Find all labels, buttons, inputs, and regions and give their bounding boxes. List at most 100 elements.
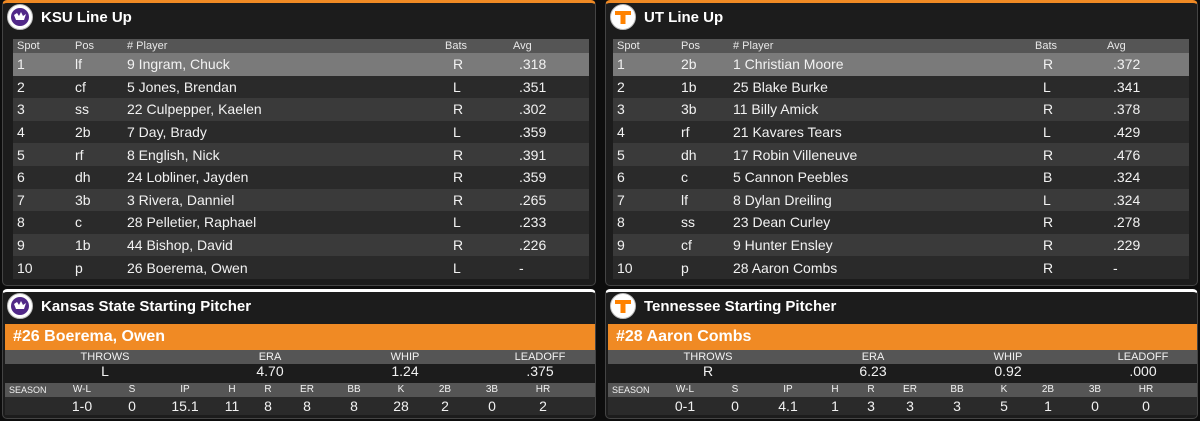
cell-player: 26 Boerema, Owen xyxy=(123,256,441,279)
cell-player: 7 Day, Brady xyxy=(123,120,441,144)
ut-season-headers: SEASON W-L S IP H R ER BB K 2B 3B HR xyxy=(608,383,1197,397)
cell-avg: .233 xyxy=(509,211,589,234)
season-value-9: 2 xyxy=(441,398,449,414)
cell-player: 5 Cannon Peebles xyxy=(729,165,1031,189)
cell-bats: R xyxy=(1031,233,1103,257)
table-row: 3 3b 11 Billy Amick R .378 xyxy=(613,98,1189,121)
cell-player: 25 Blake Burke xyxy=(729,75,1031,99)
cell-spot: 6 xyxy=(613,165,677,189)
wildcat-logo-icon xyxy=(7,293,33,319)
season-value-10: 0 xyxy=(1091,398,1099,414)
cell-spot: 7 xyxy=(13,188,71,212)
cell-bats: L xyxy=(441,211,509,234)
cell-avg: - xyxy=(509,256,589,279)
throws-value: L xyxy=(101,363,109,379)
whip-value: 1.24 xyxy=(391,363,419,379)
cell-avg: .226 xyxy=(509,233,589,257)
season-header-6: ER xyxy=(300,384,314,395)
cell-spot: 5 xyxy=(13,143,71,166)
season-value-6: 3 xyxy=(906,398,914,414)
cell-spot: 4 xyxy=(613,120,677,144)
col-player-header: # Player xyxy=(729,39,1031,53)
cell-pos: 1b xyxy=(677,75,729,99)
cell-player: 1 Christian Moore xyxy=(729,53,1031,76)
cell-avg: .341 xyxy=(1103,75,1189,99)
season-header-3: IP xyxy=(783,384,793,395)
cell-bats: R xyxy=(441,143,509,166)
cell-pos: 2b xyxy=(71,120,123,144)
cell-pos: cf xyxy=(71,75,123,99)
season-header-0: SEASON xyxy=(9,385,47,395)
cell-player: 28 Pelletier, Raphael xyxy=(123,211,441,234)
cell-player: 23 Dean Curley xyxy=(729,211,1031,234)
season-value-8: 28 xyxy=(393,398,409,414)
cell-pos: dh xyxy=(71,165,123,189)
cell-bats: R xyxy=(441,98,509,121)
season-header-11: HR xyxy=(1138,384,1154,395)
cell-pos: p xyxy=(677,256,729,279)
whip-header: WHIP xyxy=(993,351,1023,363)
season-value-1: 1-0 xyxy=(71,398,93,414)
cell-avg: .324 xyxy=(1103,165,1189,189)
ksu-lineup-panel: KSU Line Up Spot Pos # Player Bats Avg 1… xyxy=(2,0,596,286)
season-header-10: 3B xyxy=(1088,384,1102,395)
table-row: 5 dh 17 Robin Villeneuve R .476 xyxy=(613,143,1189,166)
season-value-3: 4.1 xyxy=(778,398,798,414)
cell-player: 17 Robin Villeneuve xyxy=(729,143,1031,166)
season-header-5: R xyxy=(867,384,875,395)
table-row: 9 1b 44 Bishop, David R .226 xyxy=(13,233,589,257)
col-bats-header: Bats xyxy=(1031,39,1103,53)
cell-spot: 10 xyxy=(13,256,71,279)
ksu-pitcher-header: Kansas State Starting Pitcher xyxy=(3,292,595,320)
cell-avg: .359 xyxy=(509,120,589,144)
cell-spot: 9 xyxy=(613,233,677,257)
col-pos-header: Pos xyxy=(677,39,729,53)
ut-lineup-header: UT Line Up xyxy=(606,3,1197,31)
cell-player: 21 Kavares Tears xyxy=(729,120,1031,144)
cell-pos: lf xyxy=(677,188,729,212)
cell-avg: .302 xyxy=(509,98,589,121)
table-row: 6 dh 24 Lobliner, Jayden R .359 xyxy=(13,165,589,189)
season-value-10: 0 xyxy=(488,398,496,414)
season-value-7: 3 xyxy=(953,398,961,414)
cell-spot: 5 xyxy=(613,143,677,166)
cell-spot: 2 xyxy=(613,75,677,99)
power-t-logo-icon xyxy=(610,293,636,319)
season-header-10: 3B xyxy=(485,384,499,395)
season-value-7: 8 xyxy=(350,398,358,414)
ksu-season-headers: SEASON W-L S IP H R ER BB K 2B 3B HR xyxy=(5,383,595,397)
cell-spot: 8 xyxy=(13,211,71,234)
ut-pitcher-panel: Tennessee Starting Pitcher #28 Aaron Com… xyxy=(605,289,1198,419)
cell-pos: c xyxy=(677,165,729,189)
season-value-11: 0 xyxy=(1142,398,1150,414)
ksu-season-values: 1-0 0 15.1 11 8 8 8 28 2 0 2 xyxy=(5,397,595,415)
table-row: 8 ss 23 Dean Curley R .278 xyxy=(613,211,1189,234)
cell-pos: 3b xyxy=(677,98,729,121)
cell-player: 9 Hunter Ensley xyxy=(729,233,1031,257)
season-header-5: R xyxy=(264,384,272,395)
season-value-0 xyxy=(5,397,57,415)
col-player-header: # Player xyxy=(123,39,441,53)
season-header-3: IP xyxy=(180,384,190,395)
season-value-2: 0 xyxy=(731,398,739,414)
cell-avg: .324 xyxy=(1103,188,1189,212)
era-header: ERA xyxy=(258,351,282,363)
cell-avg: .476 xyxy=(1103,143,1189,166)
season-header-8: K xyxy=(397,384,405,395)
season-header-11: HR xyxy=(535,384,551,395)
cell-avg: .229 xyxy=(1103,233,1189,257)
table-row: 10 p 28 Aaron Combs R - xyxy=(613,256,1189,279)
table-row: 10 p 26 Boerema, Owen L - xyxy=(13,256,589,279)
whip-header: WHIP xyxy=(390,351,420,363)
table-row: 4 2b 7 Day, Brady L .359 xyxy=(13,120,589,144)
season-value-2: 0 xyxy=(128,398,136,414)
table-row: 1 lf 9 Ingram, Chuck R .318 xyxy=(13,53,589,76)
cell-spot: 7 xyxy=(613,188,677,212)
throws-header: THROWS xyxy=(80,351,130,363)
cell-bats: L xyxy=(441,256,509,279)
ut-pitcher-header: Tennessee Starting Pitcher xyxy=(606,292,1197,320)
cell-player: 8 Dylan Dreiling xyxy=(729,188,1031,212)
table-row: 9 cf 9 Hunter Ensley R .229 xyxy=(613,233,1189,257)
